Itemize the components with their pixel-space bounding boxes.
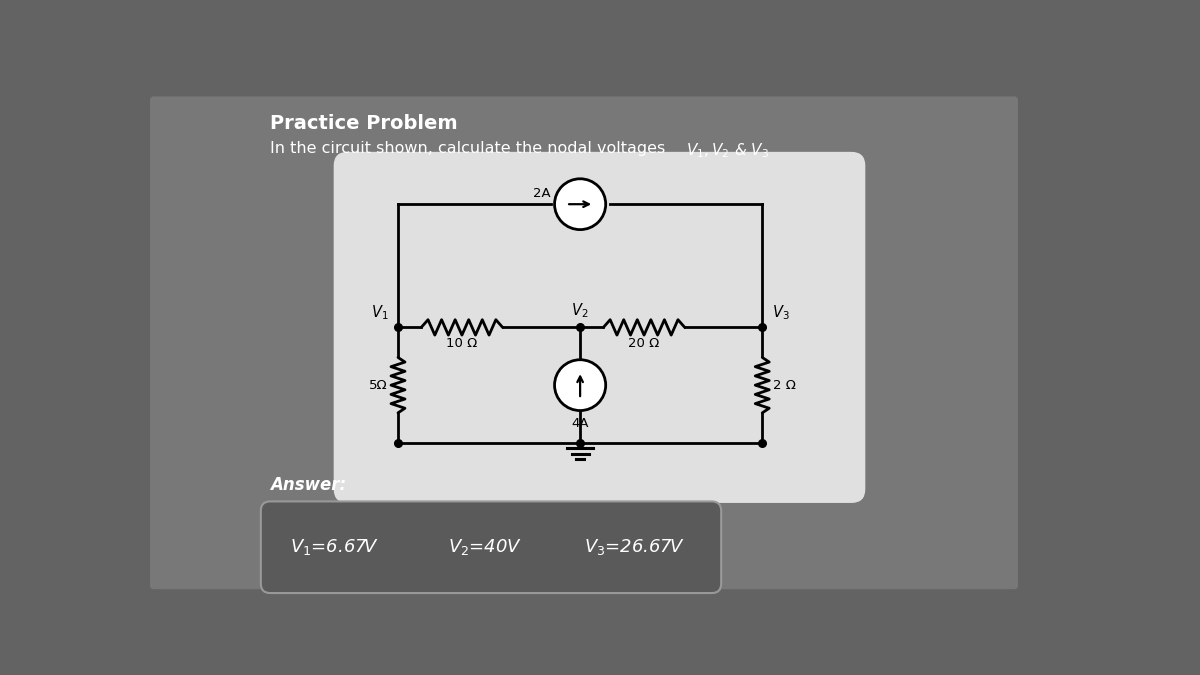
Text: Answer:: Answer:: [270, 477, 347, 495]
Text: $V_1,V_2$ & $V_3$: $V_1,V_2$ & $V_3$: [686, 141, 769, 160]
Text: $V_1$=6.67V: $V_1$=6.67V: [289, 537, 379, 557]
Text: 4A: 4A: [571, 418, 589, 431]
Text: 10 Ω: 10 Ω: [446, 338, 478, 350]
Text: 20 Ω: 20 Ω: [629, 338, 660, 350]
Text: 5Ω: 5Ω: [368, 379, 388, 391]
Text: $V_1$: $V_1$: [371, 303, 389, 322]
Text: 2 Ω: 2 Ω: [773, 379, 796, 391]
Text: In the circuit shown, calculate the nodal voltages: In the circuit shown, calculate the noda…: [270, 141, 671, 156]
FancyBboxPatch shape: [260, 502, 721, 593]
Text: Practice Problem: Practice Problem: [270, 114, 457, 133]
Circle shape: [554, 179, 606, 230]
Circle shape: [554, 360, 606, 410]
Text: $V_2$=40V: $V_2$=40V: [449, 537, 522, 557]
Text: $V_2$: $V_2$: [571, 301, 589, 320]
FancyBboxPatch shape: [334, 152, 865, 503]
FancyBboxPatch shape: [150, 97, 1018, 589]
Text: $V_3$=26.67V: $V_3$=26.67V: [584, 537, 685, 557]
Text: 2A: 2A: [533, 188, 551, 200]
Text: $V_3$: $V_3$: [772, 303, 790, 322]
